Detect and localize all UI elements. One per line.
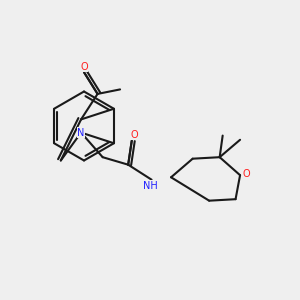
- Text: N: N: [77, 128, 85, 138]
- Text: O: O: [243, 169, 250, 179]
- Text: NH: NH: [143, 181, 158, 191]
- Text: O: O: [80, 62, 88, 72]
- Text: O: O: [130, 130, 138, 140]
